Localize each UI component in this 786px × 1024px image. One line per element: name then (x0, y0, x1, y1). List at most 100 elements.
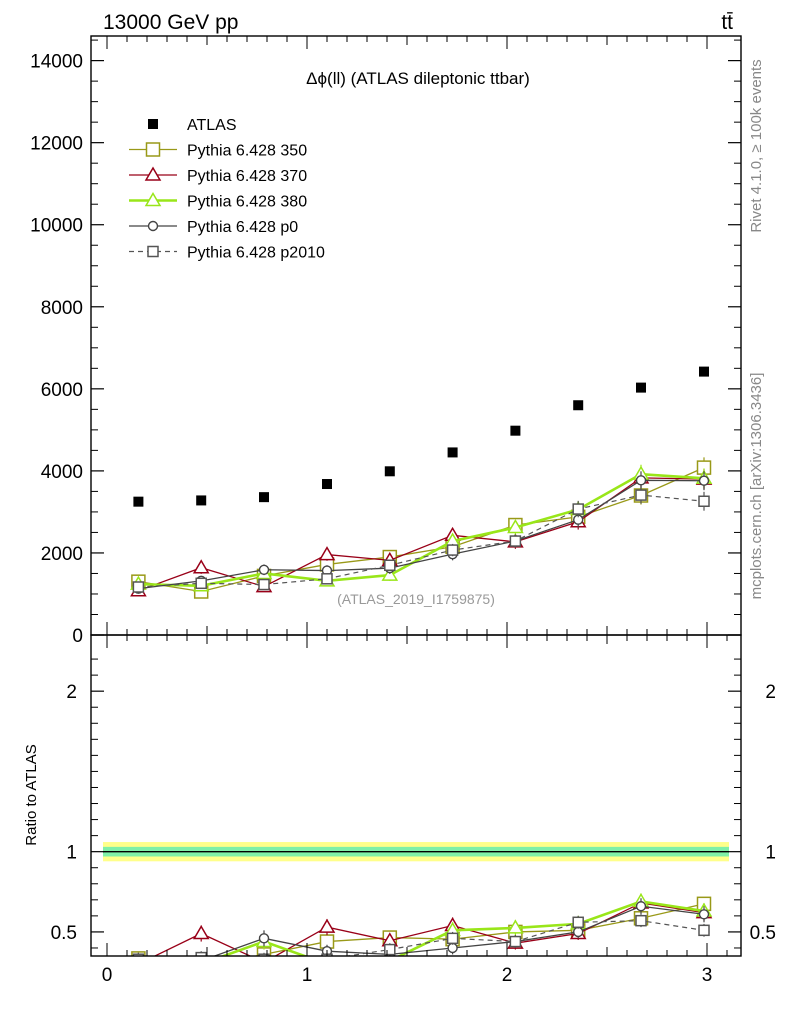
ratio-point-p2010 (258, 953, 270, 956)
x-tick-label: 0 (102, 965, 113, 986)
series-p350 (131, 457, 712, 599)
legend-item-p2010: Pythia 6.428 p2010 (129, 245, 325, 262)
legend-label: Pythia 6.428 370 (187, 168, 307, 185)
legend-label: Pythia 6.428 380 (187, 194, 307, 211)
point-p2010 (572, 503, 584, 515)
ratio-point-p0 (573, 926, 584, 938)
legend-item-p380: Pythia 6.428 380 (129, 192, 307, 211)
legend-marker (144, 192, 162, 207)
ratio-point-p2010 (195, 951, 207, 956)
x-tick-label: 3 (702, 965, 713, 986)
series-p370 (130, 468, 713, 597)
legend-item-atlas: ATLAS (148, 117, 237, 134)
ratio-line-p380 (219, 900, 705, 956)
y-tick-label: 6000 (41, 380, 83, 401)
ratio-point-p0 (258, 933, 270, 944)
ratio-frame (90, 634, 742, 957)
point-p0 (635, 475, 647, 486)
ratio-point-p380 (326, 955, 328, 956)
ratio-point-p2010 (635, 914, 647, 927)
legend-item-p370: Pythia 6.428 370 (129, 166, 307, 185)
ratio-y-tick-label-right: 0.5 (750, 923, 776, 944)
legend-marker (148, 119, 158, 129)
point-p370 (318, 546, 336, 561)
ratio-point-p370 (138, 955, 139, 956)
y-tick-label: 10000 (30, 216, 83, 237)
ratio-point-p0 (447, 942, 458, 954)
ratio-point-p370 (262, 953, 266, 956)
legend-label: Pythia 6.428 350 (187, 143, 307, 160)
point-p2010 (321, 573, 333, 585)
ratio-y-tick-label: 0.5 (51, 923, 77, 944)
legend-label: ATLAS (187, 117, 237, 134)
main-y-ticks: 0 2000 4000 6000 8000 10000 12000 14000 (30, 36, 741, 647)
legend-marker (144, 166, 162, 181)
y-tick-label: 2000 (41, 544, 83, 565)
y-tick-label: 12000 (30, 134, 83, 155)
point-atlas (259, 492, 269, 503)
legend-item-p350: Pythia 6.428 350 (129, 142, 307, 160)
ratio-point-p2010 (509, 935, 522, 948)
point-p2010 (509, 535, 522, 547)
header-process-label: tt̄ (721, 11, 733, 34)
y-tick-label: 14000 (30, 52, 83, 73)
legend-label: Pythia 6.428 p0 (187, 219, 298, 236)
point-p2010 (384, 559, 396, 572)
x-tick-label: 1 (302, 965, 313, 986)
ratio-point-p2010 (384, 943, 396, 956)
ratio-y-tick-label-right: 1 (765, 843, 776, 864)
ratio-point-p0 (635, 901, 647, 912)
ratio-y-tick-label-right: 2 (765, 682, 776, 703)
series-p2010 (132, 486, 710, 593)
series-p0 (133, 471, 710, 594)
point-p2010 (132, 581, 145, 593)
series-line-p0 (138, 479, 705, 590)
point-p2010 (195, 577, 207, 590)
legend-item-p0: Pythia 6.428 p0 (129, 219, 298, 236)
series-line-p380 (138, 472, 705, 588)
point-atlas (699, 366, 709, 377)
ratio-point-p2010 (446, 932, 459, 945)
ratio-point-p380 (200, 955, 202, 956)
legend-label: Pythia 6.428 p2010 (187, 245, 325, 262)
point-atlas (510, 425, 521, 436)
legend-marker (147, 220, 159, 232)
ratio-point-p2010 (572, 916, 584, 929)
x-tick-label: 2 (502, 965, 513, 986)
point-p0 (258, 564, 270, 575)
point-p380 (507, 519, 524, 534)
point-p370 (192, 559, 210, 574)
ratio-y-tick-label: 2 (66, 682, 77, 703)
point-p2010 (698, 495, 710, 508)
ratio-uncertainty-band (103, 842, 729, 862)
main-panel: 0 2000 4000 6000 8000 10000 12000 14000 Δϕ(ll) … (30, 35, 742, 647)
ratio-point-p370 (192, 925, 210, 940)
ratio-point-p0 (199, 955, 204, 956)
y-tick-label: 8000 (41, 298, 83, 319)
point-p0 (698, 475, 710, 486)
ratio-panel: 0.5 0.5 1 1 2 2 Ratio to ATLAS 0 1 2 3 (23, 634, 776, 986)
legend-marker (145, 142, 161, 157)
y-tick-label: 4000 (41, 462, 83, 483)
ratio-y-ticks: 0.5 0.5 1 1 2 2 (51, 658, 776, 949)
ratio-series-p380 (137, 892, 713, 956)
point-p380 (381, 566, 399, 581)
ratio-line-p370 (153, 902, 705, 956)
header-energy-label: 13000 GeV pp (103, 11, 238, 34)
legend-marker (147, 245, 159, 258)
ratio-line-p350 (252, 903, 705, 956)
ratio-y-tick-label: 1 (66, 843, 77, 864)
point-p2010 (635, 489, 647, 501)
rivet-version-label: Rivet 4.1.0, ≥ 100k events (748, 59, 765, 232)
point-atlas (133, 496, 144, 507)
point-atlas (573, 400, 584, 411)
ratio-point-p350 (195, 961, 208, 974)
point-atlas (196, 495, 207, 506)
series-p380 (130, 464, 713, 592)
ratio-point-p380 (137, 953, 140, 956)
point-p2010 (258, 578, 270, 591)
analysis-tag: (ATLAS_2019_I1759875) (337, 591, 495, 607)
ratio-point-p370 (318, 918, 336, 933)
ratio-line-p0 (212, 905, 705, 956)
